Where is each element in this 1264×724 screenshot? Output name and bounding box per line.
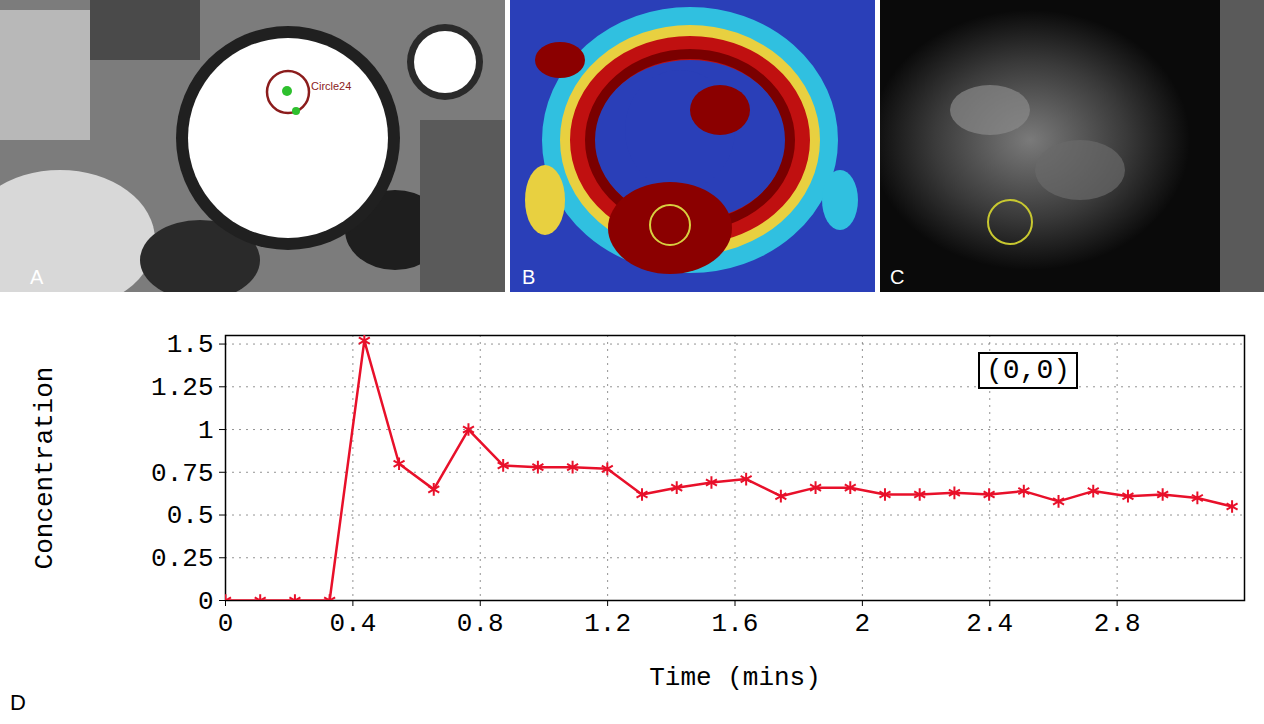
svg-text:C: C (890, 266, 904, 288)
svg-text:1.5: 1.5 (167, 330, 214, 360)
svg-text:Circle24: Circle24 (311, 80, 351, 92)
svg-text:1.25: 1.25 (151, 373, 213, 403)
svg-text:Time (mins): Time (mins) (649, 663, 821, 693)
svg-text:2: 2 (855, 609, 871, 639)
svg-text:B: B (522, 266, 535, 288)
svg-text:0.5: 0.5 (167, 501, 214, 531)
svg-text:1: 1 (198, 416, 214, 446)
svg-text:0.25: 0.25 (151, 544, 213, 574)
html-text:D: D (10, 690, 26, 715)
svg-text:0.75: 0.75 (151, 459, 213, 489)
svg-text:0.4: 0.4 (329, 609, 376, 639)
svg-text:0.8: 0.8 (457, 609, 504, 639)
svg-text:0: 0 (218, 609, 234, 639)
svg-text:2.8: 2.8 (1094, 609, 1141, 639)
svg-text:2.4: 2.4 (966, 609, 1013, 639)
svg-text:0: 0 (198, 587, 214, 617)
svg-text:1.2: 1.2 (584, 609, 631, 639)
svg-text:A: A (30, 266, 44, 288)
svg-text:Concentration: Concentration (30, 367, 60, 570)
html-text:(0,0): (0,0) (986, 355, 1070, 386)
svg-text:1.6: 1.6 (712, 609, 759, 639)
